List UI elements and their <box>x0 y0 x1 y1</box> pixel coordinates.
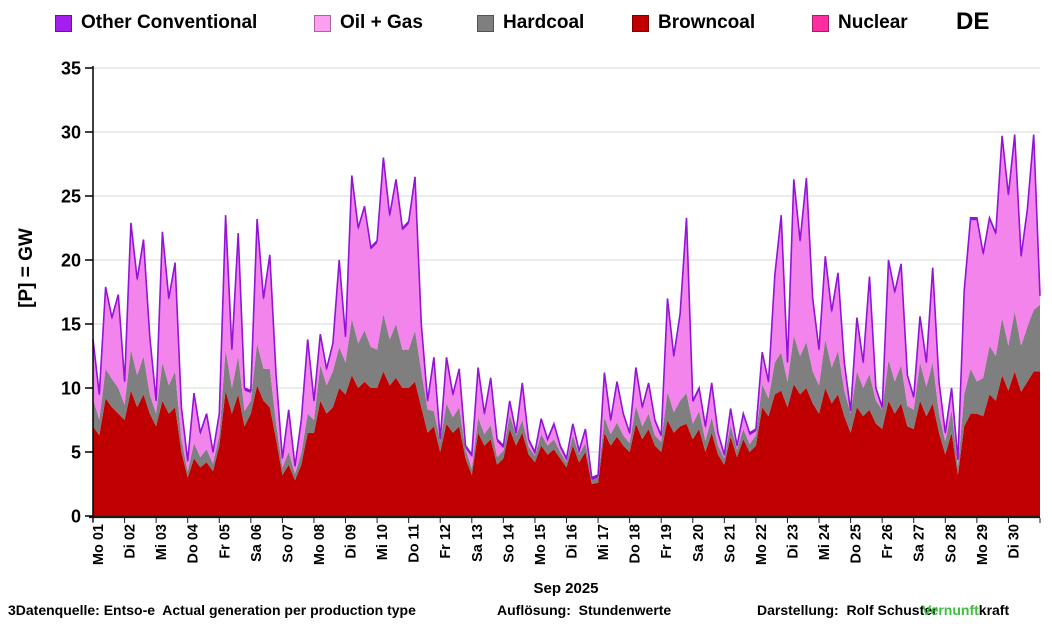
x-axis-day-label: Di 02 <box>123 524 139 559</box>
x-axis-day-label: Fr 26 <box>880 524 896 559</box>
legend-item-label: Browncoal <box>658 12 756 33</box>
x-axis-day-label: Mo 15 <box>533 524 549 565</box>
footer-attribution: Darstellung: Rolf Schuster <box>757 602 938 618</box>
x-axis-day-label: Do 04 <box>186 524 202 564</box>
x-axis-day-label: Mi 24 <box>817 524 833 560</box>
legend-item-label: Nuclear <box>838 12 908 33</box>
area-browncoal <box>93 371 1040 516</box>
legend-swatch-icon <box>632 14 649 32</box>
x-axis-day-label: Mo 08 <box>312 524 328 565</box>
y-tick-label: 5 <box>71 443 81 463</box>
x-axis-title: Sep 2025 <box>533 580 598 597</box>
other-conventional-top-line <box>92 134 1041 479</box>
legend-item-label: Other Conventional <box>81 12 258 33</box>
x-axis-day-label: Di 16 <box>565 524 581 559</box>
footer-data-source: 3Datenquelle: Entso-e Actual generation … <box>8 602 416 618</box>
legend-swatch-icon <box>55 14 72 32</box>
region-label-de: DE <box>956 8 990 35</box>
legend-item-hardcoal: Hardcoal <box>477 11 584 35</box>
legend-item-nuclear: Nuclear <box>812 11 908 35</box>
chart-legend: Other Conventional Oil + Gas Hardcoal Brown… <box>0 0 1052 44</box>
x-axis-day-label: Mi 03 <box>154 524 170 560</box>
x-axis-day-label: Di 09 <box>344 524 360 559</box>
x-axis-day-label: Sa 13 <box>470 524 486 562</box>
x-axis-day-label: Di 23 <box>785 524 801 559</box>
x-axis-day-label: Sa 27 <box>912 524 928 562</box>
y-tick-label: 0 <box>71 507 81 527</box>
legend-item-label: Hardcoal <box>503 12 585 33</box>
x-axis-day-label: So 14 <box>501 524 517 563</box>
legend-swatch-icon <box>477 14 494 32</box>
x-axis-day-label: Sa 06 <box>249 524 265 562</box>
legend-item-browncoal: Browncoal <box>632 11 755 35</box>
area-hardcoal <box>93 304 1040 484</box>
legend-swatch-icon <box>314 14 331 32</box>
x-axis-day-label: Mo 29 <box>975 524 991 565</box>
y-tick-label: 30 <box>61 123 81 143</box>
x-axis-day-label: Sa 20 <box>691 524 707 562</box>
footer-brand-vernunftkraft: Vernunftkraft <box>922 602 1009 618</box>
brand-black-part: kraft <box>978 602 1010 618</box>
x-axis-day-label: Fr 12 <box>438 524 454 559</box>
legend-item-oil-gas: Oil + Gas <box>314 11 423 35</box>
y-tick-label: 25 <box>61 187 81 207</box>
x-axis-day-label: So 07 <box>280 524 296 563</box>
x-axis-day-label: Do 18 <box>628 524 644 564</box>
x-axis-day-label: Do 25 <box>849 524 865 564</box>
x-axis-day-label: So 28 <box>943 524 959 563</box>
x-axis-day-label: Mi 17 <box>596 524 612 560</box>
brand-green-part: Vernunft <box>922 602 979 618</box>
y-tick-label: 20 <box>61 251 81 271</box>
x-axis-day-label: So 21 <box>722 524 738 563</box>
footer-resolution: Auflösung: Stundenwerte <box>497 602 672 618</box>
area-oil-gas <box>93 137 1040 481</box>
legend-swatch-icon <box>812 14 829 32</box>
x-axis-day-label: Mo 01 <box>91 524 107 565</box>
y-axis-title: [P] = GW <box>16 228 37 308</box>
x-axis-day-label: Mo 22 <box>754 524 770 565</box>
x-axis-day-label: Mi 10 <box>375 524 391 560</box>
x-axis-day-label: Di 30 <box>1006 524 1022 559</box>
x-axis-day-label: Fr 05 <box>217 524 233 559</box>
legend-item-label: Oil + Gas <box>340 12 423 33</box>
y-tick-label: 10 <box>61 379 81 399</box>
y-tick-label: 15 <box>61 315 81 335</box>
legend-item-other-conventional: Other Conventional <box>55 11 257 35</box>
x-axis-day-label: Do 11 <box>407 524 423 563</box>
x-axis-day-label: Fr 19 <box>659 524 675 559</box>
y-tick-label: 35 <box>61 59 81 79</box>
